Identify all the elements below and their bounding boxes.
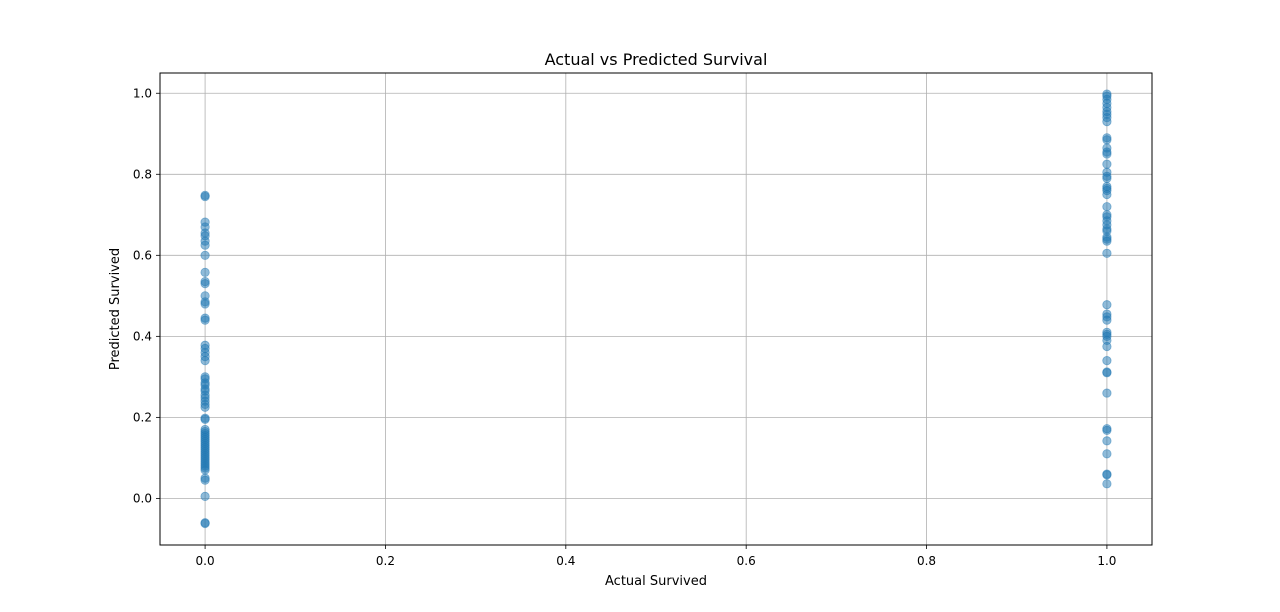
x-tick-label: 1.0 bbox=[1097, 554, 1116, 568]
data-point bbox=[1102, 479, 1112, 489]
data-point bbox=[200, 299, 210, 309]
y-tick-label: 0.4 bbox=[133, 329, 152, 343]
data-points bbox=[200, 89, 1112, 529]
data-point bbox=[1102, 425, 1112, 435]
data-point bbox=[200, 190, 210, 200]
y-tick-label: 0.2 bbox=[133, 410, 152, 424]
data-point bbox=[200, 414, 210, 425]
data-point bbox=[200, 402, 210, 412]
data-point bbox=[1102, 388, 1112, 398]
x-tick-label: 0.0 bbox=[196, 554, 215, 568]
plot-frame bbox=[159, 72, 1153, 546]
data-point bbox=[1102, 248, 1112, 258]
y-tick-label: 0.0 bbox=[133, 491, 152, 505]
data-point bbox=[1102, 117, 1112, 127]
x-tick-label: 0.4 bbox=[556, 554, 575, 568]
data-point bbox=[1102, 135, 1112, 145]
data-point bbox=[200, 491, 210, 501]
grid bbox=[160, 73, 1152, 545]
y-tick-label: 0.8 bbox=[133, 167, 152, 181]
data-point bbox=[1102, 356, 1112, 366]
data-point bbox=[200, 267, 210, 277]
chart-title: Actual vs Predicted Survival bbox=[545, 50, 768, 69]
y-axis-label: Predicted Survived bbox=[108, 248, 123, 370]
data-point bbox=[1102, 470, 1112, 480]
data-point bbox=[200, 518, 210, 529]
x-axis-label: Actual Survived bbox=[605, 574, 707, 589]
data-point bbox=[1102, 189, 1112, 200]
data-point bbox=[1102, 341, 1112, 352]
data-point bbox=[1102, 202, 1112, 212]
data-point bbox=[200, 475, 210, 485]
x-tick-label: 0.2 bbox=[376, 554, 395, 568]
data-point bbox=[1102, 368, 1112, 378]
x-tick-label: 0.8 bbox=[917, 554, 936, 568]
data-point bbox=[1102, 236, 1112, 246]
data-point bbox=[1102, 300, 1112, 310]
data-point bbox=[1102, 436, 1112, 446]
data-point bbox=[200, 315, 210, 325]
data-point bbox=[1102, 449, 1112, 459]
y-tick-label: 0.6 bbox=[133, 248, 152, 262]
data-point bbox=[200, 465, 210, 475]
data-point bbox=[1102, 315, 1112, 325]
y-axis-ticks: 0.0 0.2 0.4 0.6 0.8 1.0 bbox=[133, 86, 160, 505]
x-tick-label: 0.6 bbox=[737, 554, 756, 568]
x-axis-ticks: 0.0 0.2 0.4 0.6 0.8 1.0 bbox=[196, 545, 1116, 568]
data-point bbox=[200, 240, 210, 250]
data-point bbox=[1102, 149, 1112, 159]
data-point bbox=[1102, 159, 1112, 169]
data-point bbox=[200, 250, 210, 260]
data-point bbox=[1102, 173, 1112, 183]
data-point bbox=[200, 356, 210, 366]
data-point bbox=[200, 279, 210, 289]
y-tick-label: 1.0 bbox=[133, 86, 152, 100]
